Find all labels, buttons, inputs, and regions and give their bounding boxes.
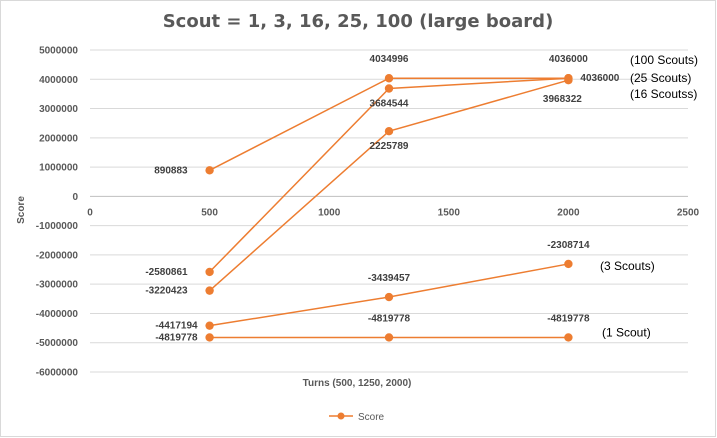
series-annotation: (1 Scout) <box>602 325 651 339</box>
annotations: (100 Scouts) (25 Scouts) (16 Scoutss) (3 Sc… <box>600 53 698 339</box>
y-tick-label: 0 <box>72 192 78 203</box>
series-annotation: (3 Scouts) <box>600 259 655 273</box>
data-point <box>384 74 394 83</box>
data-label: -2580861 <box>145 267 188 278</box>
chart-title: Scout = 1, 3, 16, 25, 100 (large board) <box>163 11 554 32</box>
x-tick-label: 2500 <box>677 207 700 218</box>
y-tick-label: -4000000 <box>36 309 79 320</box>
data-point <box>205 267 214 277</box>
x-tick-label: 1000 <box>318 207 341 218</box>
data-label: -4417194 <box>155 321 198 332</box>
y-tick-label: 3000000 <box>39 104 78 115</box>
data-label: 3968322 <box>543 94 582 105</box>
data-point <box>564 76 573 85</box>
y-axis-ticks: 5000000 4000000 3000000 2000000 1000000 0 -100… <box>36 46 79 379</box>
data-labels: 890883 4034996 4036000 -2580861 3684544 40360… <box>145 54 619 343</box>
y-tick-label: -3000000 <box>36 280 79 291</box>
legend-label: Score <box>358 412 385 423</box>
x-axis-ticks: 0 500 1000 1500 2000 2500 <box>87 207 699 218</box>
data-point <box>205 333 214 342</box>
data-label: -4819778 <box>155 332 198 343</box>
data-point <box>205 321 214 330</box>
data-point <box>564 333 573 342</box>
data-point <box>205 286 214 295</box>
y-tick-label: -1000000 <box>36 221 79 232</box>
data-point <box>384 84 394 93</box>
y-tick-label: -6000000 <box>36 368 79 379</box>
series-markers <box>205 74 573 342</box>
y-tick-label: 2000000 <box>39 133 78 144</box>
data-label: -3439457 <box>368 273 411 284</box>
data-label: 4034996 <box>370 54 409 65</box>
x-tick-label: 0 <box>87 207 93 218</box>
data-label: -3220423 <box>145 286 188 297</box>
y-axis-title: Score <box>16 196 27 224</box>
data-label: 4036000 <box>580 73 619 84</box>
legend: Score <box>329 412 385 423</box>
series-annotation: (25 Scouts) <box>630 71 691 85</box>
y-tick-label: -2000000 <box>36 250 79 261</box>
data-label: 2225789 <box>370 141 409 152</box>
y-tick-label: 4000000 <box>39 75 78 86</box>
x-axis-title: Turns (500, 1250, 2000) <box>303 378 412 389</box>
gridlines <box>90 49 688 373</box>
data-point <box>384 292 394 302</box>
data-point <box>384 333 394 342</box>
data-point <box>384 127 394 136</box>
series-annotation: (16 Scoutss) <box>630 87 697 101</box>
y-tick-label: 5000000 <box>39 46 78 57</box>
x-tick-label: 2000 <box>557 207 580 218</box>
data-point <box>564 259 573 269</box>
data-label: -2308714 <box>547 240 590 251</box>
data-label: 890883 <box>154 165 188 176</box>
y-tick-label: -5000000 <box>36 338 79 349</box>
data-point <box>205 166 214 175</box>
legend-marker-swatch <box>337 412 345 420</box>
data-label: 4036000 <box>549 54 588 65</box>
series-annotation: (100 Scouts) <box>630 53 698 67</box>
data-label: -4819778 <box>547 313 590 324</box>
x-tick-label: 1500 <box>438 207 461 218</box>
data-label: -4819778 <box>368 313 411 324</box>
data-label: 3684544 <box>370 99 409 110</box>
x-tick-label: 500 <box>201 207 218 218</box>
y-tick-label: 1000000 <box>39 163 78 174</box>
